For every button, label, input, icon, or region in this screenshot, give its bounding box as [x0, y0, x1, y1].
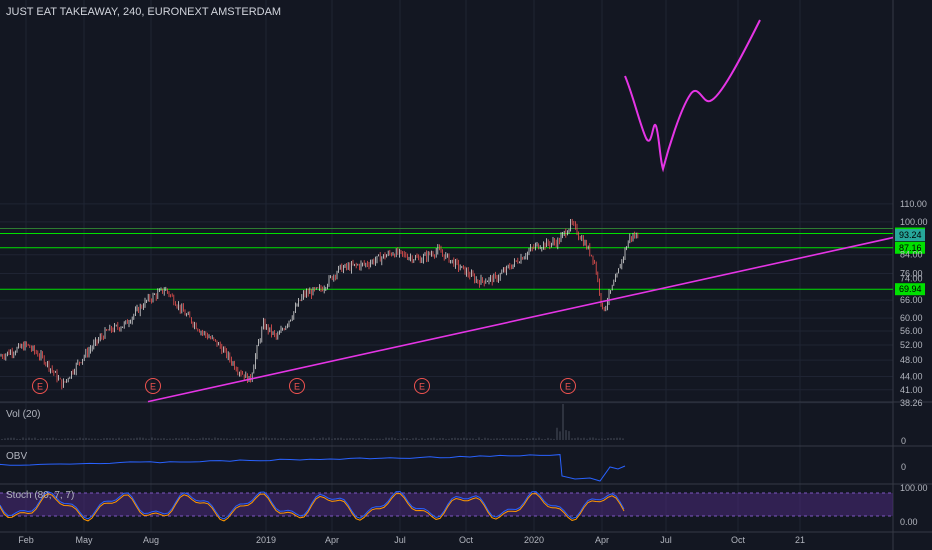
- stoch-d-line: [0, 492, 625, 522]
- time-label-2[interactable]: Aug: [143, 535, 159, 545]
- price-label-0[interactable]: 110.00: [900, 199, 927, 209]
- price-label-9[interactable]: 66.00: [900, 295, 923, 305]
- earnings-marker-label-1: E: [150, 382, 156, 392]
- time-axis[interactable]: Feb May Aug 2019 Apr Jul Oct 2020 Apr Jul Oct 21: [18, 535, 805, 545]
- earnings-marker-label-0: E: [37, 382, 43, 392]
- price-label-11[interactable]: 56.00: [900, 326, 923, 336]
- indicator-axis-label-0: 0: [901, 436, 906, 446]
- time-label-0[interactable]: Feb: [18, 535, 34, 545]
- price-tag-3[interactable]: 93.24: [899, 230, 922, 240]
- time-label-7[interactable]: 2020: [524, 535, 544, 545]
- earnings-marker-label-2: E: [294, 382, 300, 392]
- indicator-axis-label-1: 0: [901, 462, 906, 472]
- earnings-marker-label-4: E: [565, 382, 571, 392]
- trendline-group[interactable]: [147, 19, 894, 403]
- trendline[interactable]: [147, 236, 894, 403]
- time-label-6[interactable]: Oct: [459, 535, 474, 545]
- projection-path[interactable]: [624, 19, 761, 173]
- price-tag-bg-3: [895, 229, 925, 242]
- time-label-5[interactable]: Jul: [394, 535, 406, 545]
- time-label-1[interactable]: May: [75, 535, 93, 545]
- time-label-4[interactable]: Apr: [325, 535, 339, 545]
- earnings-marker-4[interactable]: [560, 378, 576, 394]
- price-tag-4[interactable]: 87.16: [899, 243, 922, 253]
- price-label-16[interactable]: 38.26: [900, 398, 923, 408]
- price-label-13[interactable]: 48.00: [900, 355, 923, 365]
- time-label-3[interactable]: 2019: [256, 535, 276, 545]
- indicator-axis-label-2: 100.00: [900, 483, 928, 493]
- price-label-10[interactable]: 60.00: [900, 313, 923, 323]
- obv-line: [0, 454, 626, 482]
- indicator-panes: [0, 404, 893, 522]
- time-label-11[interactable]: 21: [795, 535, 805, 545]
- price-label-12[interactable]: 52.00: [900, 340, 923, 350]
- horizontal-levels[interactable]: [0, 228, 893, 290]
- earnings-marker-0[interactable]: [32, 378, 48, 394]
- stoch-band: [0, 493, 893, 516]
- time-label-10[interactable]: Oct: [731, 535, 746, 545]
- volume-label: Vol (20): [6, 409, 41, 420]
- price-label-6[interactable]: 76.00: [900, 269, 923, 279]
- indicator-axis-label-3: 0.00: [900, 517, 918, 527]
- earnings-marker-label-3: E: [419, 382, 425, 392]
- price-label-15[interactable]: 41.00: [900, 385, 923, 395]
- time-label-8[interactable]: Apr: [595, 535, 609, 545]
- obv-label: OBV: [6, 451, 28, 462]
- stoch-label: Stoch (80, 7, 7): [6, 490, 75, 501]
- earnings-marker-1[interactable]: [145, 378, 161, 394]
- earnings-marker-3[interactable]: [414, 378, 430, 394]
- price-label-5[interactable]: 84.00: [900, 250, 923, 260]
- stoch-k-line: [0, 490, 625, 520]
- price-tag-bg-4: [895, 241, 925, 254]
- candles: [0, 218, 639, 390]
- price-label-14[interactable]: 44.00: [900, 371, 923, 381]
- price-axis[interactable]: 110.00100.0094.0093.2487.1684.0076.0074.…: [895, 199, 928, 527]
- price-label-7[interactable]: 74.00: [900, 274, 923, 284]
- price-label-1[interactable]: 100.00: [900, 217, 928, 227]
- price-tag-bg-8: [895, 283, 925, 296]
- earnings-marker-2[interactable]: [289, 378, 305, 394]
- time-label-9[interactable]: Jul: [660, 535, 672, 545]
- chart-title: JUST EAT TAKEAWAY, 240, EURONEXT AMSTERD…: [6, 6, 282, 18]
- price-tag-8[interactable]: 69.94: [899, 284, 922, 294]
